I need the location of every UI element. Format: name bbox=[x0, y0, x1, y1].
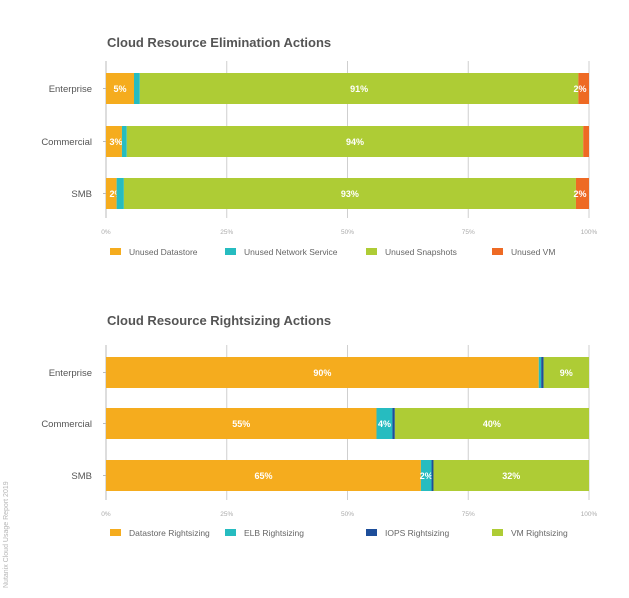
x-tick-label: 25% bbox=[220, 229, 233, 236]
legend-swatch bbox=[225, 529, 236, 536]
data-label: 5% bbox=[113, 84, 126, 94]
x-tick-label: 0% bbox=[101, 511, 111, 518]
legend-swatch bbox=[492, 529, 503, 536]
category-label: Enterprise bbox=[49, 84, 92, 95]
legend-label: Unused Network Service bbox=[244, 247, 338, 257]
x-tick-label: 75% bbox=[462, 511, 475, 518]
x-tick-label: 25% bbox=[220, 511, 233, 518]
bar-segment bbox=[583, 126, 589, 157]
bar-segment bbox=[431, 460, 434, 491]
data-label: 90% bbox=[313, 368, 331, 378]
chart-1: Cloud Resource Elimination Actions 0% 25% 5… bbox=[41, 35, 597, 257]
chart-title: Cloud Resource Rightsizing Actions bbox=[107, 313, 331, 328]
x-tick-label: 100% bbox=[581, 229, 598, 236]
category-label: SMB bbox=[71, 189, 92, 200]
legend-swatch bbox=[366, 248, 377, 255]
bar-segment bbox=[392, 408, 395, 439]
data-label: 4% bbox=[378, 419, 391, 429]
legend-swatch bbox=[110, 529, 121, 536]
data-label: 94% bbox=[346, 137, 364, 147]
legend-label: ELB Rightsizing bbox=[244, 528, 304, 538]
data-label: 93% bbox=[341, 189, 359, 199]
category-label: Enterprise bbox=[49, 368, 92, 379]
bar-segment bbox=[575, 178, 589, 209]
bar-segment bbox=[106, 408, 377, 439]
data-label: 2% bbox=[420, 471, 433, 481]
legend-swatch bbox=[225, 248, 236, 255]
legend-label: Unused Datastore bbox=[129, 247, 198, 257]
x-tick-label: 50% bbox=[341, 511, 354, 518]
x-tick-label: 0% bbox=[101, 229, 111, 236]
legend-label: Datastore Rightsizing bbox=[129, 528, 210, 538]
bar-segment bbox=[106, 73, 135, 104]
bar-segment bbox=[420, 460, 432, 491]
bar-segment bbox=[394, 408, 589, 439]
bar-segment bbox=[123, 178, 576, 209]
data-label: 2% bbox=[109, 189, 122, 199]
bar-segment bbox=[376, 408, 393, 439]
data-label: 55% bbox=[232, 419, 250, 429]
data-label: 65% bbox=[254, 471, 272, 481]
legend-label: IOPS Rightsizing bbox=[385, 528, 450, 538]
data-label: 2% bbox=[573, 189, 586, 199]
bar-segment bbox=[538, 357, 542, 388]
data-label: 40% bbox=[483, 419, 501, 429]
chart-title: Cloud Resource Elimination Actions bbox=[107, 35, 331, 50]
bar-segment bbox=[433, 460, 589, 491]
bar-segment bbox=[106, 460, 421, 491]
bar-segment bbox=[126, 126, 584, 157]
legend-label: VM Rightsizing bbox=[511, 528, 568, 538]
bar-segment bbox=[106, 357, 539, 388]
footer-report-label: Nutanix Cloud Usage Report 2019 bbox=[3, 481, 10, 588]
legend-swatch bbox=[110, 248, 121, 255]
bar-segment bbox=[106, 178, 117, 209]
legend-label: Unused VM bbox=[511, 247, 555, 257]
data-label: 3% bbox=[109, 137, 122, 147]
x-tick-label: 50% bbox=[341, 229, 354, 236]
bar-segment bbox=[578, 73, 589, 104]
legend-label: Unused Snapshots bbox=[385, 247, 457, 257]
chart-2: Cloud Resource Rightsizing Actions 0% 25% 5… bbox=[41, 313, 597, 538]
bar-segment bbox=[116, 178, 124, 209]
legend-swatch bbox=[492, 248, 503, 255]
bar-segment bbox=[139, 73, 579, 104]
bar-segment bbox=[121, 126, 127, 157]
category-label: Commercial bbox=[41, 137, 92, 148]
bar-segment bbox=[541, 357, 544, 388]
category-label: SMB bbox=[71, 471, 92, 482]
bar-segment bbox=[543, 357, 589, 388]
legend-swatch bbox=[366, 529, 377, 536]
data-label: 91% bbox=[350, 84, 368, 94]
data-label: 9% bbox=[560, 368, 573, 378]
bar-segment bbox=[106, 126, 122, 157]
category-label: Commercial bbox=[41, 419, 92, 430]
data-label: 2% bbox=[573, 84, 586, 94]
data-label: 32% bbox=[502, 471, 520, 481]
bar-segment bbox=[134, 73, 140, 104]
x-tick-label: 100% bbox=[581, 511, 598, 518]
x-tick-label: 75% bbox=[462, 229, 475, 236]
